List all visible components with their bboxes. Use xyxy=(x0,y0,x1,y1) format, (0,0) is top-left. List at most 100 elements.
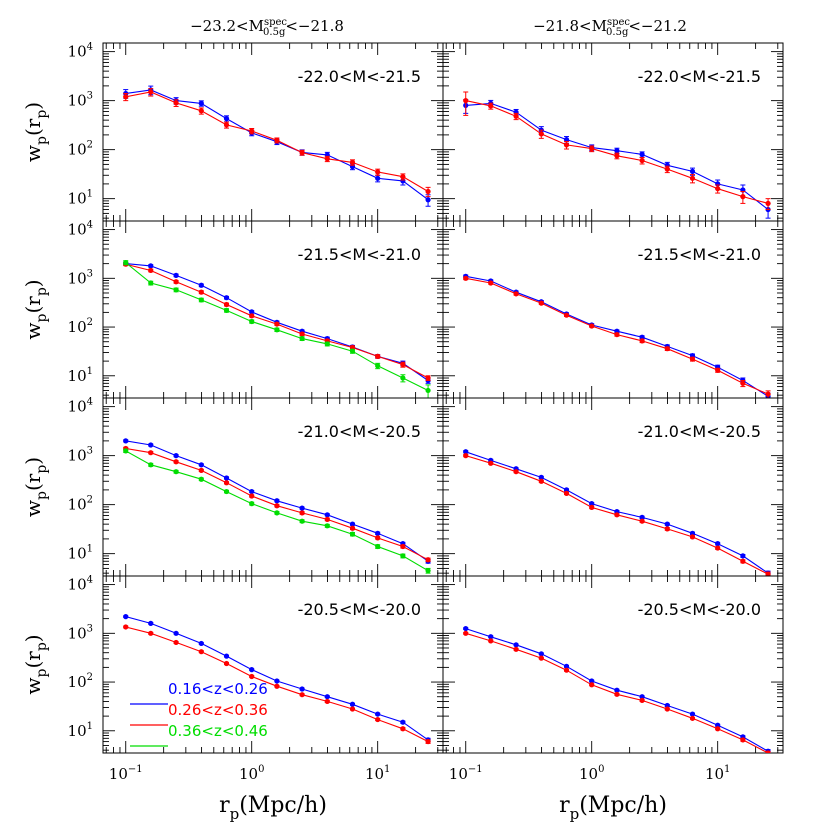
data-point xyxy=(274,678,280,684)
data-point xyxy=(563,490,570,496)
data-point xyxy=(198,462,204,468)
panel-ticks xyxy=(103,43,443,221)
legend-entry: 0.36<z<0.46 xyxy=(168,722,268,740)
data-point xyxy=(123,624,129,630)
data-point xyxy=(249,493,255,499)
y-tick-label: 104 xyxy=(68,220,93,239)
panel-3-1: -20.5<M<-20.0 xyxy=(442,575,784,754)
data-point xyxy=(589,323,595,329)
data-point xyxy=(324,698,330,705)
data-point xyxy=(425,188,431,195)
panel-1-0: -21.5<M<-21.0 xyxy=(102,220,444,399)
y-tick-label: 103 xyxy=(68,446,93,465)
data-point xyxy=(349,525,356,531)
data-point xyxy=(349,531,356,537)
y-tick-label: 104 xyxy=(68,42,93,61)
y-axis-label: wp(rp) xyxy=(21,279,50,339)
data-point xyxy=(538,651,544,657)
data-point xyxy=(349,701,356,707)
data-point xyxy=(715,545,721,551)
data-point xyxy=(400,719,406,725)
data-point xyxy=(324,694,330,700)
data-point xyxy=(664,521,670,527)
y-axis-label: wp(rp) xyxy=(21,102,50,162)
x-tick-label: 100 xyxy=(579,764,604,783)
data-point xyxy=(513,113,519,119)
panel-series xyxy=(463,273,771,398)
data-point xyxy=(173,279,179,285)
data-point xyxy=(274,327,280,333)
data-point xyxy=(563,142,570,148)
column-titles: −23.2<Mspec 0.5g<−21.8 −21.8<Mspec 0.5g<−2… xyxy=(190,17,687,38)
data-point xyxy=(249,488,255,495)
y-tick-label: 101 xyxy=(68,544,93,563)
data-point xyxy=(148,630,154,636)
data-point xyxy=(375,363,381,369)
data-point xyxy=(123,614,129,620)
data-point xyxy=(198,100,204,106)
data-point xyxy=(249,673,255,680)
data-point xyxy=(375,711,381,717)
data-point xyxy=(639,157,645,164)
data-point xyxy=(563,137,570,143)
data-point xyxy=(488,280,494,286)
panel-grid: -22.0<M<-21.5 -22.0<M<-21.5 -21.5<M<-21.0 -… xyxy=(102,42,784,754)
y-tick-label: 101 xyxy=(68,189,93,208)
data-point xyxy=(538,478,544,484)
data-point xyxy=(664,526,670,532)
data-point xyxy=(148,442,154,448)
data-point xyxy=(223,480,230,486)
data-point xyxy=(123,438,129,444)
data-point xyxy=(375,530,381,536)
data-point xyxy=(664,166,670,172)
panel-series xyxy=(463,625,771,753)
data-point xyxy=(274,321,280,327)
data-point xyxy=(223,116,230,122)
data-point xyxy=(123,94,129,100)
data-point xyxy=(375,175,381,181)
data-point xyxy=(249,309,255,315)
data-point xyxy=(173,639,179,646)
data-point xyxy=(349,521,356,527)
y-tick-label: 102 xyxy=(68,495,93,514)
data-point xyxy=(274,503,280,509)
column-title-left: −23.2<Mspec 0.5g<−21.8 xyxy=(190,17,344,38)
data-point xyxy=(664,706,670,712)
data-point xyxy=(223,488,230,495)
data-point xyxy=(425,197,431,203)
data-point xyxy=(689,715,696,721)
data-point xyxy=(249,318,255,325)
data-point xyxy=(400,543,406,550)
data-point xyxy=(299,335,305,342)
data-point xyxy=(198,282,204,288)
panel-ticks xyxy=(443,398,783,576)
panel-label: -20.5<M<-20.0 xyxy=(298,600,421,619)
panel-2-0: -21.0<M<-20.5 xyxy=(102,397,444,577)
data-point xyxy=(639,697,645,704)
panel-label: -22.0<M<-21.5 xyxy=(298,67,421,86)
data-point xyxy=(223,295,230,301)
data-point xyxy=(223,122,230,128)
x-tick-label: 101 xyxy=(365,764,390,783)
data-point xyxy=(400,726,406,732)
y-tick-label: 101 xyxy=(68,721,93,740)
data-point xyxy=(173,459,179,465)
data-point xyxy=(274,498,280,504)
data-point xyxy=(198,640,204,647)
y-tick-label: 102 xyxy=(68,140,93,159)
data-point xyxy=(274,137,280,143)
data-point xyxy=(324,523,330,529)
x-axis-labels: 10−1 100 101 rp(Mpc/h) 10−1 100 101 rp(Mpc/h) xyxy=(109,764,731,823)
data-point xyxy=(148,620,154,626)
data-point xyxy=(765,391,771,397)
data-point xyxy=(198,476,204,482)
panel-label: -21.0<M<-20.5 xyxy=(298,422,421,441)
data-point xyxy=(223,475,230,481)
data-point xyxy=(614,512,620,518)
data-point xyxy=(563,663,570,669)
data-point xyxy=(123,448,129,454)
data-point xyxy=(740,737,746,743)
data-point xyxy=(614,331,620,338)
data-point xyxy=(198,467,204,473)
panel-label: -21.5<M<-21.0 xyxy=(638,245,761,264)
